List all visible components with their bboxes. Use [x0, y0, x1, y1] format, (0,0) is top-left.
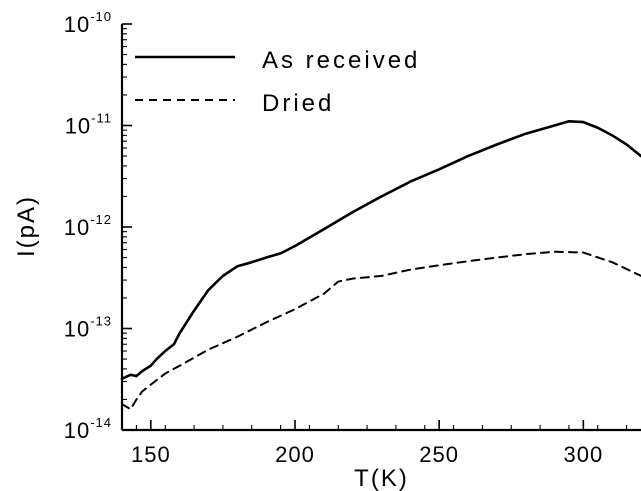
y-tick-label-base: 10: [64, 12, 90, 37]
y-tick-label-base: 10: [64, 317, 90, 342]
y-tick-label-base: 10: [64, 418, 90, 443]
series-line-dried: [121, 250, 641, 411]
y-tick-label: 10-12: [64, 212, 112, 240]
x-tick-label: 300: [563, 442, 603, 467]
y-tick-label-exponent: -13: [90, 314, 112, 329]
y-tick-label: 10-14: [64, 415, 112, 443]
y-tick-label-base: 10: [65, 114, 91, 139]
axes-layer: [120, 23, 641, 432]
y-tick-label-base: 10: [64, 215, 90, 240]
y-tick-label: 10-11: [65, 111, 112, 139]
y-axis-title: I(pA): [13, 195, 40, 257]
series-line-as-received: [120, 120, 641, 381]
x-axis-title: T(K): [354, 465, 409, 491]
y-tick-label-exponent: -12: [90, 212, 112, 227]
x-tick-label: 150: [131, 442, 171, 467]
y-tick-label-exponent: -11: [91, 111, 112, 126]
axis-labels: 150 200 250 30010-1410-1310-1210-1110-10T(K…: [13, 9, 603, 491]
y-tick-label-exponent: -10: [90, 9, 112, 24]
y-tick-label-exponent: -14: [90, 415, 112, 430]
x-tick-label: 200: [275, 442, 315, 467]
legend: As received Dried: [135, 47, 420, 117]
y-tick-label: 10-10: [64, 9, 112, 37]
x-tick-label: 250: [419, 442, 459, 467]
series-layer: [120, 120, 641, 411]
legend-item-as-received: As received: [262, 47, 420, 74]
y-tick-label: 10-13: [64, 314, 112, 342]
legend-item-dried: Dried: [262, 90, 334, 117]
